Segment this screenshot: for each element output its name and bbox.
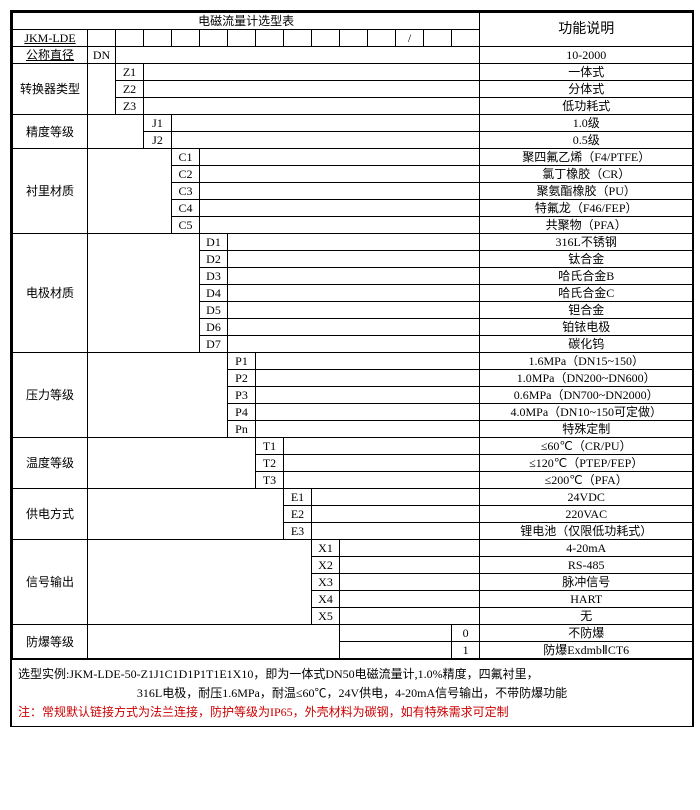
function-header: 功能说明 [480, 13, 693, 47]
row-press-label: 压力等级 [13, 353, 88, 438]
spec-table: 电磁流量计选型表 功能说明 JKM-LDE / 公称直径 DN 10-2000 … [12, 12, 693, 659]
conv-code-2: Z3 [116, 98, 144, 115]
elec-desc-3: 哈氏合金C [480, 285, 693, 302]
ex-desc-0: 不防爆 [480, 625, 693, 642]
liner-desc-2: 聚氨酯橡胶（PU） [480, 183, 693, 200]
sig-code-0: X1 [312, 540, 340, 557]
table-title: 电磁流量计选型表 [13, 13, 480, 30]
power-desc-1: 220VAC [480, 506, 693, 523]
liner-code-3: C4 [172, 200, 200, 217]
sig-desc-1: RS-485 [480, 557, 693, 574]
row-conv-label: 转换器类型 [13, 64, 88, 115]
row-dn-desc: 10-2000 [480, 47, 693, 64]
conv-desc-1: 分体式 [480, 81, 693, 98]
elec-code-3: D4 [200, 285, 228, 302]
row-liner-label: 衬里材质 [13, 149, 88, 234]
sig-code-2: X3 [312, 574, 340, 591]
power-code-0: E1 [284, 489, 312, 506]
power-code-1: E2 [284, 506, 312, 523]
sig-code-3: X4 [312, 591, 340, 608]
acc-code-1: J2 [144, 132, 172, 149]
acc-desc-1: 0.5级 [480, 132, 693, 149]
liner-desc-0: 聚四氟乙烯（F4/PTFE） [480, 149, 693, 166]
elec-code-1: D2 [200, 251, 228, 268]
temp-code-1: T2 [256, 455, 284, 472]
row-temp-label: 温度等级 [13, 438, 88, 489]
ex-code-1: 1 [452, 642, 480, 659]
press-desc-0: 1.6MPa（DN15~150） [480, 353, 693, 370]
elec-code-4: D5 [200, 302, 228, 319]
liner-code-0: C1 [172, 149, 200, 166]
header-slash: / [396, 30, 424, 47]
temp-code-0: T1 [256, 438, 284, 455]
notes-section: 选型实例:JKM-LDE-50-Z1J1C1D1P1T1E1X10，即为一体式D… [12, 659, 692, 726]
elec-desc-4: 钽合金 [480, 302, 693, 319]
sig-code-1: X2 [312, 557, 340, 574]
note-remark: 注：常规默认链接方式为法兰连接，防护等级为IP65，外壳材料为碳钢，如有特殊需求… [18, 704, 686, 721]
sig-desc-2: 脉冲信号 [480, 574, 693, 591]
temp-desc-2: ≤200℃（PFA） [480, 472, 693, 489]
temp-code-2: T3 [256, 472, 284, 489]
sig-desc-4: 无 [480, 608, 693, 625]
elec-code-5: D6 [200, 319, 228, 336]
row-acc-label: 精度等级 [13, 115, 88, 149]
row-power-label: 供电方式 [13, 489, 88, 540]
row-dn-code: DN [88, 47, 116, 64]
sig-code-4: X5 [312, 608, 340, 625]
liner-code-1: C2 [172, 166, 200, 183]
conv-desc-2: 低功耗式 [480, 98, 693, 115]
power-code-2: E3 [284, 523, 312, 540]
press-desc-4: 特殊定制 [480, 421, 693, 438]
liner-desc-1: 氯丁橡胶（CR） [480, 166, 693, 183]
selection-table: 电磁流量计选型表 功能说明 JKM-LDE / 公称直径 DN 10-2000 … [10, 10, 694, 727]
elec-code-6: D7 [200, 336, 228, 353]
press-code-0: P1 [228, 353, 256, 370]
elec-code-2: D3 [200, 268, 228, 285]
power-desc-2: 锂电池（仅限低功耗式） [480, 523, 693, 540]
press-code-2: P3 [228, 387, 256, 404]
power-desc-0: 24VDC [480, 489, 693, 506]
liner-code-4: C5 [172, 217, 200, 234]
liner-desc-4: 共聚物（PFA） [480, 217, 693, 234]
row-sig-label: 信号输出 [13, 540, 88, 625]
conv-code-1: Z2 [116, 81, 144, 98]
acc-code-0: J1 [144, 115, 172, 132]
sig-desc-0: 4-20mA [480, 540, 693, 557]
model-code: JKM-LDE [13, 30, 88, 47]
liner-desc-3: 特氟龙（F46/FEP） [480, 200, 693, 217]
ex-code-0: 0 [452, 625, 480, 642]
elec-desc-1: 钛合金 [480, 251, 693, 268]
acc-desc-0: 1.0级 [480, 115, 693, 132]
press-desc-1: 1.0MPa（DN200~DN600） [480, 370, 693, 387]
press-desc-3: 4.0MPa（DN10~150可定做） [480, 404, 693, 421]
elec-desc-5: 铂铱电极 [480, 319, 693, 336]
elec-desc-2: 哈氏合金B [480, 268, 693, 285]
temp-desc-0: ≤60℃（CR/PU） [480, 438, 693, 455]
note-example-2: 316L电极，耐压1.6MPa，耐温≤60℃，24V供电，4-20mA信号输出，… [18, 685, 686, 702]
press-code-1: P2 [228, 370, 256, 387]
elec-code-0: D1 [200, 234, 228, 251]
conv-code-0: Z1 [116, 64, 144, 81]
press-desc-2: 0.6MPa（DN700~DN2000） [480, 387, 693, 404]
row-elec-label: 电极材质 [13, 234, 88, 353]
row-ex-label: 防爆等级 [13, 625, 88, 659]
row-dn-label: 公称直径 [13, 47, 88, 64]
temp-desc-1: ≤120℃（PTEP/FEP） [480, 455, 693, 472]
elec-desc-6: 碳化钨 [480, 336, 693, 353]
elec-desc-0: 316L不锈钢 [480, 234, 693, 251]
conv-desc-0: 一体式 [480, 64, 693, 81]
press-code-4: Pn [228, 421, 256, 438]
note-example-1: 选型实例:JKM-LDE-50-Z1J1C1D1P1T1E1X10，即为一体式D… [18, 666, 686, 683]
press-code-3: P4 [228, 404, 256, 421]
ex-desc-1: 防爆ExdmbⅡCT6 [480, 642, 693, 659]
liner-code-2: C3 [172, 183, 200, 200]
sig-desc-3: HART [480, 591, 693, 608]
